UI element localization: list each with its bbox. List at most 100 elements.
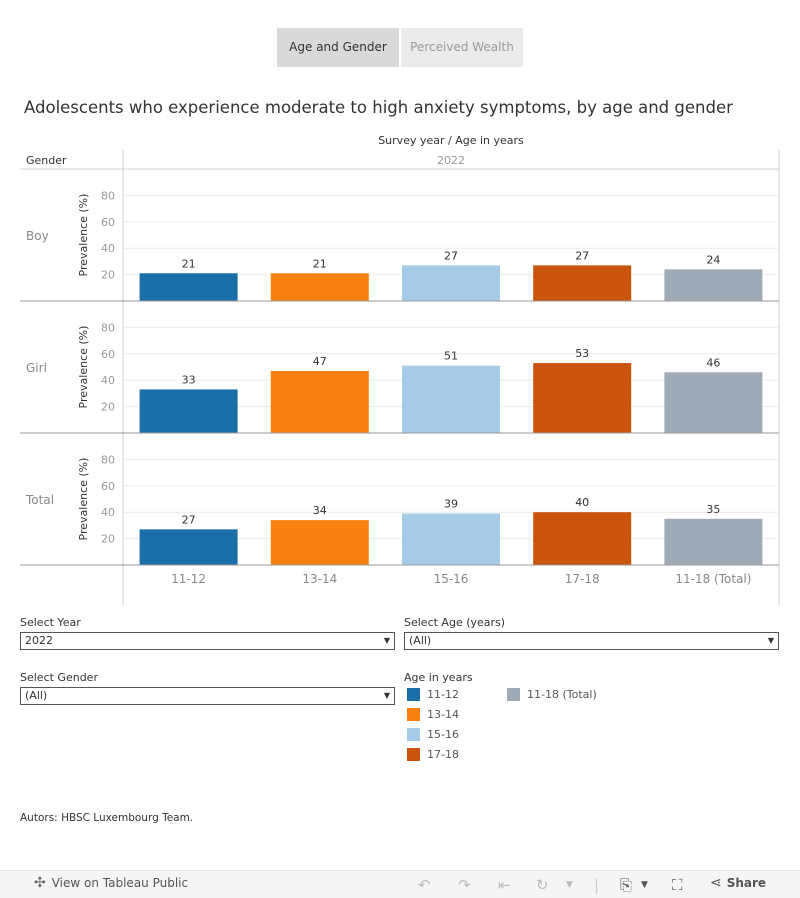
y-tick-label: 40 — [101, 374, 115, 387]
y-axis-label: Prevalence (%) — [77, 458, 90, 541]
data-label: 33 — [182, 373, 196, 386]
select-gender-label: Select Gender — [20, 671, 98, 684]
select-gender-dropdown[interactable]: (All) ▼ — [20, 687, 395, 705]
row-label-girl: Girl — [26, 361, 47, 375]
chevron-down-icon[interactable]: ▼ — [641, 880, 648, 890]
view-on-tableau-label: View on Tableau Public — [51, 876, 189, 890]
data-label: 46 — [706, 356, 720, 369]
legend-swatch — [507, 688, 520, 701]
y-tick-label: 80 — [101, 453, 115, 466]
data-label: 21 — [182, 257, 196, 270]
bar-chart: Survey year / Age in years Gender 2022 20 40… — [20, 134, 780, 605]
select-year-dropdown[interactable]: 2022 ▼ — [20, 632, 395, 650]
y-tick-label: 80 — [101, 321, 115, 334]
divider-icon: | — [594, 876, 600, 894]
x-tick-label: 17-18 — [565, 572, 600, 586]
bar — [664, 518, 763, 565]
revert-icon[interactable]: ⇤ — [498, 876, 511, 894]
data-label: 34 — [313, 504, 327, 517]
bar — [139, 529, 238, 565]
share-button[interactable]: ⋖ Share — [710, 875, 766, 891]
bar — [402, 265, 500, 301]
chart-title: Adolescents who experience moderate to h… — [24, 98, 733, 117]
authors-text: HBSC Luxembourg Team. — [61, 812, 194, 824]
data-label: 40 — [575, 496, 589, 509]
bar — [139, 389, 238, 433]
x-tick-label: 15-16 — [434, 572, 469, 586]
bar — [533, 512, 632, 565]
legend-swatch — [407, 748, 420, 761]
bar — [270, 273, 369, 301]
y-tick-label: 60 — [101, 480, 115, 493]
tableau-logo-icon: ✣ — [34, 875, 46, 891]
bar — [533, 363, 632, 433]
bar — [270, 370, 369, 433]
legend-item-label: 15-16 — [427, 728, 459, 741]
bar — [270, 520, 369, 565]
legend-item-15-16[interactable]: 15-16 — [407, 728, 459, 741]
select-year-label: Select Year — [20, 616, 81, 629]
data-label: 27 — [182, 513, 196, 526]
data-label: 39 — [444, 498, 458, 511]
share-label: Share — [726, 876, 767, 890]
dashboard-tabs: Age and Gender Perceived Wealth — [277, 28, 523, 67]
data-label: 27 — [575, 249, 589, 262]
chevron-down-icon: ▼ — [383, 636, 390, 645]
legend-item-11-18-total[interactable]: 11-18 (Total) — [507, 688, 597, 701]
bar — [533, 265, 632, 301]
chevron-down-icon[interactable]: ▼ — [566, 880, 573, 890]
data-label: 21 — [313, 257, 327, 270]
legend-title: Age in years — [404, 671, 473, 684]
authors-prefix: Autors: — [20, 812, 58, 824]
legend-item-label: 11-12 — [427, 688, 459, 701]
y-tick-label: 60 — [101, 216, 115, 229]
y-tick-label: 20 — [101, 269, 115, 282]
legend-item-label: 17-18 — [427, 748, 459, 761]
bar — [664, 269, 763, 301]
legend-item-13-14[interactable]: 13-14 — [407, 708, 459, 721]
select-age-dropdown[interactable]: (All) ▼ — [404, 632, 779, 650]
data-label: 47 — [313, 355, 327, 368]
share-icon: ⋖ — [710, 875, 722, 891]
tableau-footer: ✣ View on Tableau Public ↶ ↷ ⇤ ↻ ▼ | ⎘ ▼… — [0, 870, 800, 898]
chevron-down-icon: ▼ — [767, 636, 774, 645]
legend-swatch — [407, 688, 420, 701]
select-age-value: (All) — [409, 634, 432, 647]
select-year-value: 2022 — [25, 634, 53, 647]
y-tick-label: 40 — [101, 242, 115, 255]
x-tick-label: 11-12 — [171, 572, 206, 586]
redo-icon[interactable]: ↷ — [458, 876, 471, 894]
y-tick-label: 20 — [101, 401, 115, 414]
refresh-icon[interactable]: ↻ — [536, 876, 549, 894]
bar — [664, 372, 763, 433]
legend-item-label: 11-18 (Total) — [527, 688, 597, 701]
y-axis-label: Prevalence (%) — [77, 194, 90, 277]
row-label-total: Total — [25, 493, 54, 507]
view-on-tableau-button[interactable]: ✣ View on Tableau Public — [34, 875, 188, 891]
data-label: 24 — [706, 253, 720, 266]
select-gender-value: (All) — [25, 689, 48, 702]
download-icon[interactable]: ⎘ — [620, 876, 633, 894]
authors-note: Autors: HBSC Luxembourg Team. — [20, 812, 193, 824]
bar — [139, 273, 238, 301]
row-label-boy: Boy — [26, 229, 49, 243]
legend-item-label: 13-14 — [427, 708, 459, 721]
data-label: 27 — [444, 249, 458, 262]
undo-icon[interactable]: ↶ — [418, 876, 431, 894]
y-axis-label: Prevalence (%) — [77, 326, 90, 409]
y-tick-label: 20 — [101, 533, 115, 546]
x-tick-label: 11-18 (Total) — [675, 572, 751, 586]
y-tick-label: 80 — [101, 189, 115, 202]
tab-perceived-wealth[interactable]: Perceived Wealth — [401, 28, 523, 67]
y-tick-label: 40 — [101, 506, 115, 519]
tab-age-and-gender[interactable]: Age and Gender — [277, 28, 399, 67]
legend-item-11-12[interactable]: 11-12 — [407, 688, 459, 701]
row-header: Gender — [26, 154, 67, 167]
select-age-label: Select Age (years) — [404, 616, 506, 629]
bar — [402, 513, 500, 565]
data-label: 53 — [575, 347, 589, 360]
legend-swatch — [407, 708, 420, 721]
bar — [402, 365, 500, 433]
fullscreen-icon[interactable]: ⛶ — [672, 876, 683, 894]
legend-item-17-18[interactable]: 17-18 — [407, 748, 459, 761]
